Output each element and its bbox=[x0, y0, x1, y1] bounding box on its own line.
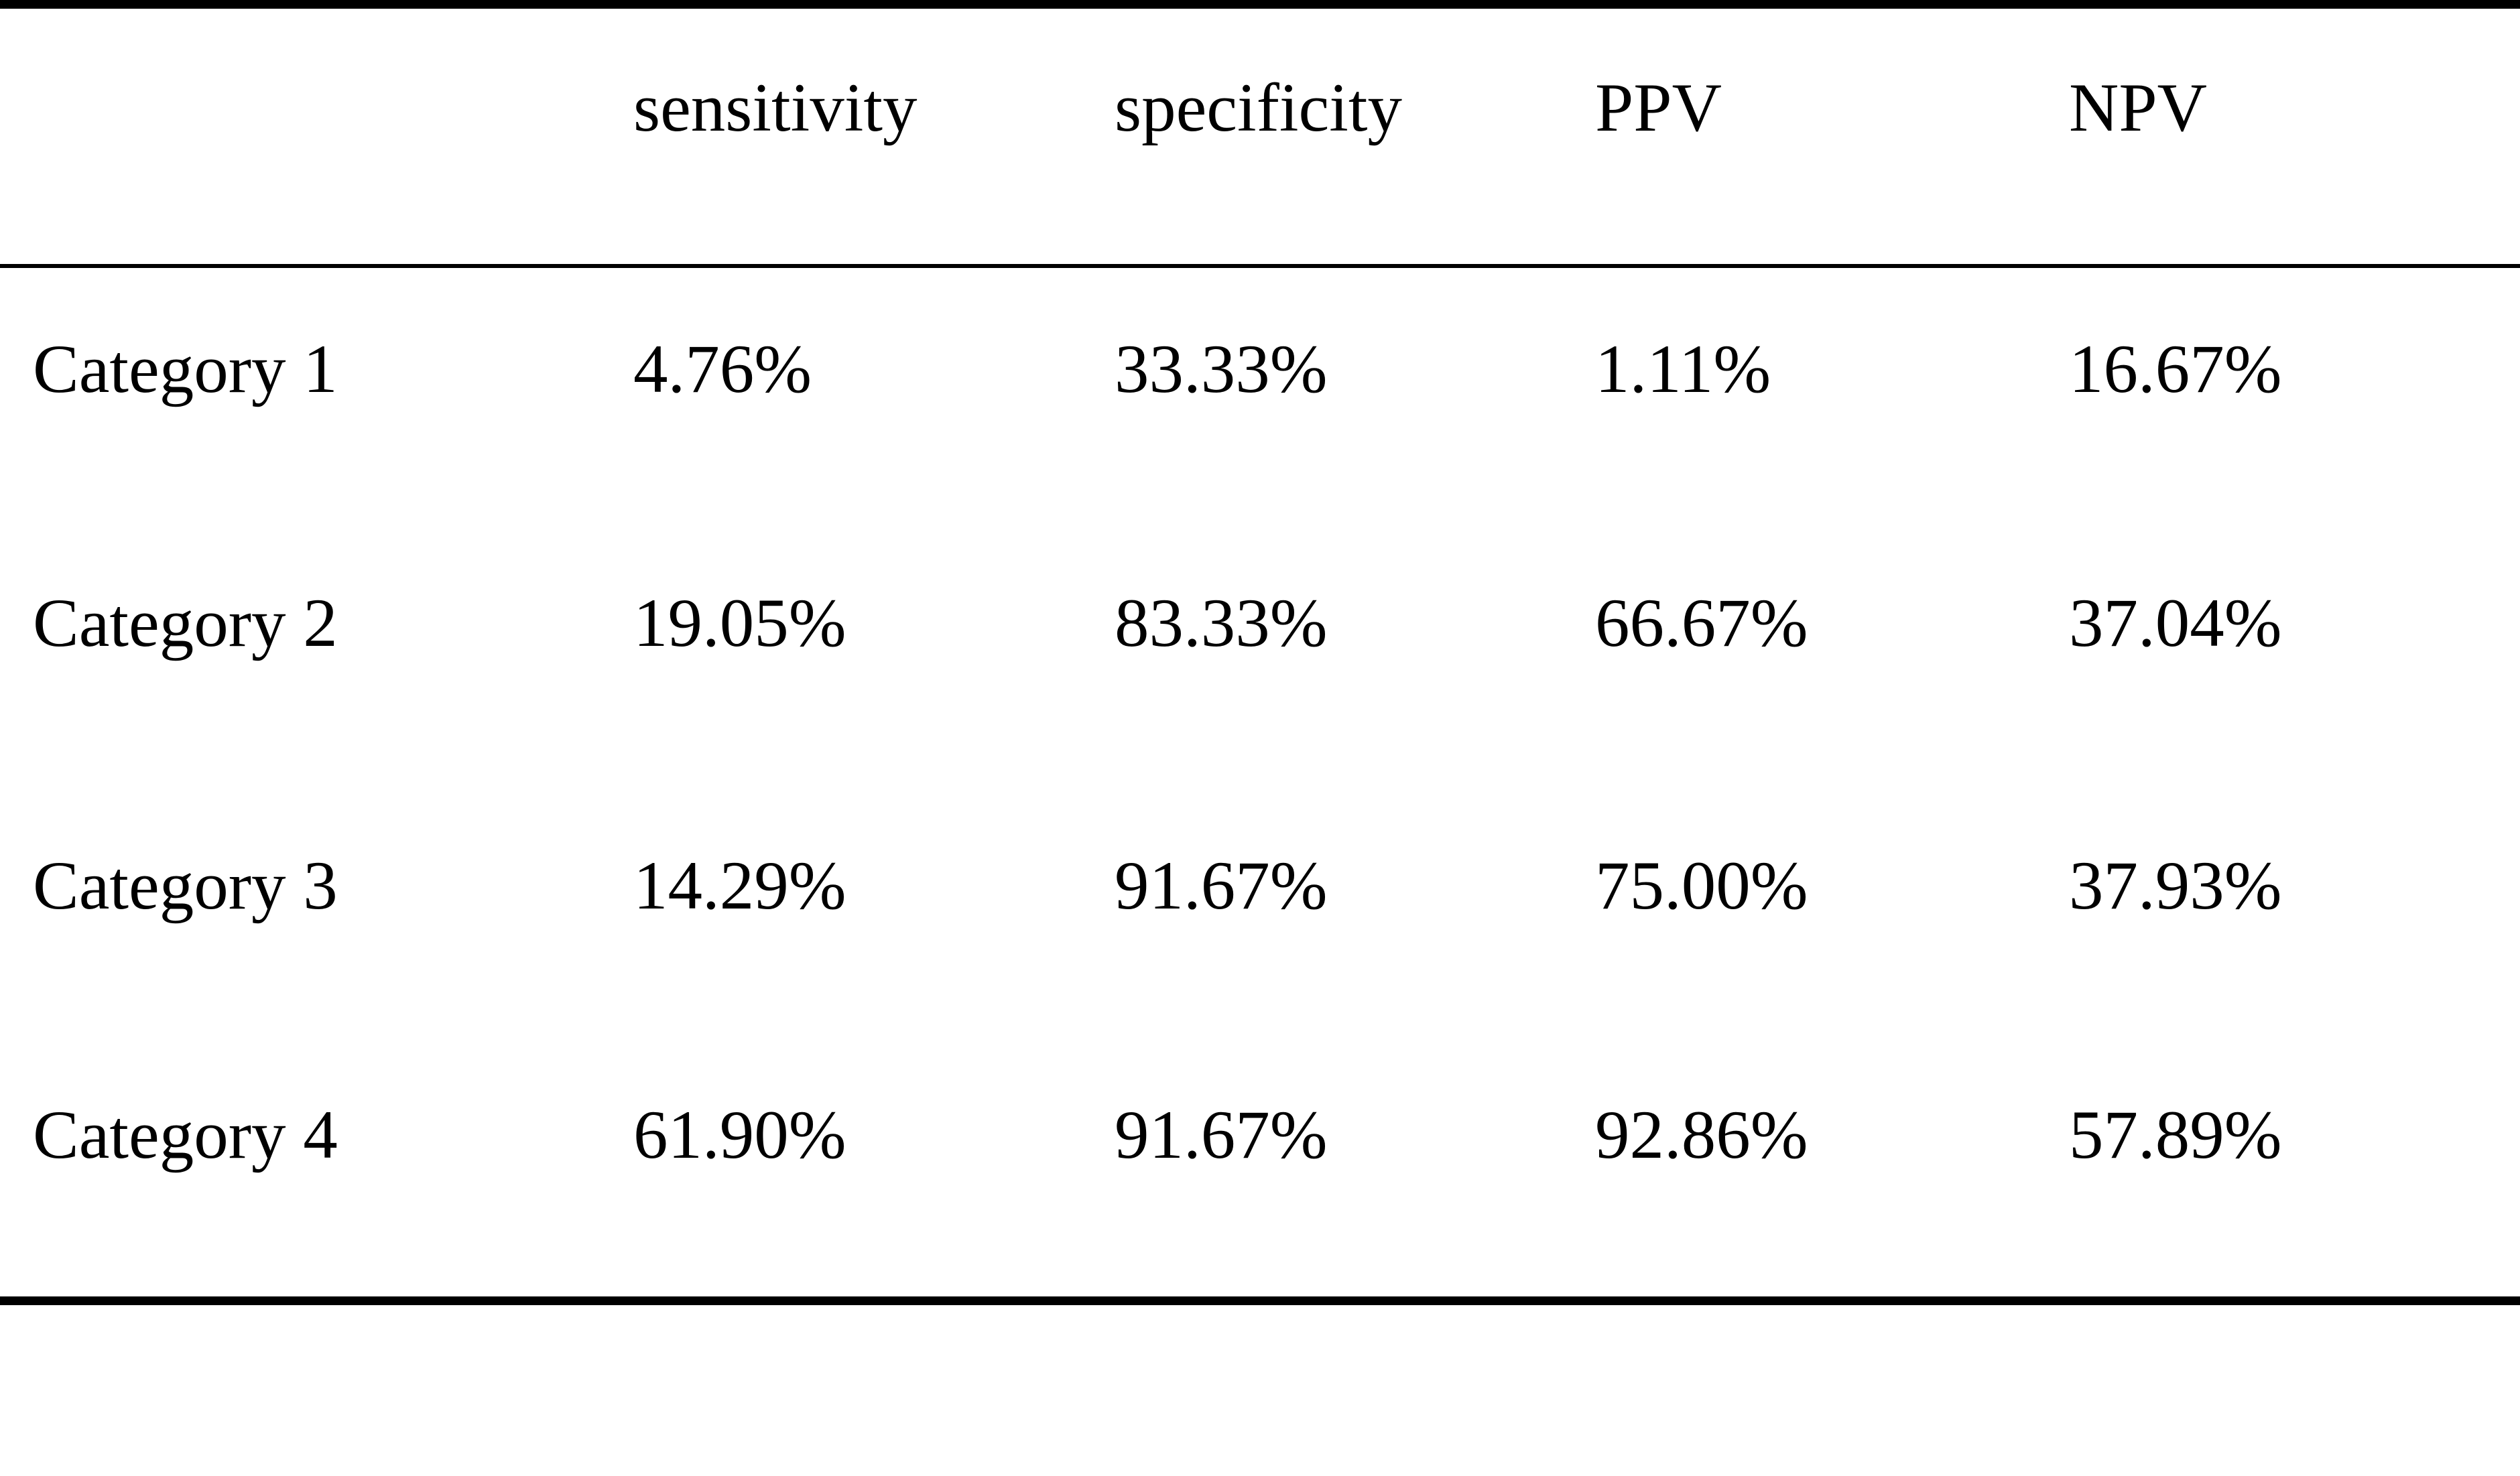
specificity-cell: 33.33% bbox=[1115, 331, 1328, 407]
table-row: Category 2 19.05% 83.33% 66.67% 37.04% bbox=[0, 582, 2520, 676]
bottom-rule bbox=[0, 1296, 2520, 1305]
top-rule bbox=[0, 0, 2520, 9]
ppv-cell: 92.86% bbox=[1595, 1097, 1808, 1173]
npv-cell: 16.67% bbox=[2069, 331, 2282, 407]
table-header-row: sensitivity specificity PPV NPV bbox=[0, 67, 2520, 161]
row-label: Category 2 bbox=[33, 585, 338, 661]
specificity-cell: 91.67% bbox=[1115, 848, 1328, 924]
table-row: Category 3 14.29% 91.67% 75.00% 37.93% bbox=[0, 845, 2520, 939]
header-cell-specificity: specificity bbox=[1115, 70, 1402, 146]
specificity-cell: 91.67% bbox=[1115, 1097, 1328, 1173]
header-cell-ppv: PPV bbox=[1595, 70, 1722, 146]
header-rule bbox=[0, 264, 2520, 268]
npv-cell: 57.89% bbox=[2069, 1097, 2282, 1173]
header-cell-sensitivity: sensitivity bbox=[633, 70, 918, 146]
table-row: Category 4 61.90% 91.67% 92.86% 57.89% bbox=[0, 1094, 2520, 1188]
row-label: Category 1 bbox=[33, 331, 338, 407]
sensitivity-cell: 61.90% bbox=[633, 1097, 846, 1173]
table-row: Category 1 4.76% 33.33% 1.11% 16.67% bbox=[0, 328, 2520, 422]
npv-cell: 37.04% bbox=[2069, 585, 2282, 661]
header-cell-npv: NPV bbox=[2069, 70, 2208, 146]
sensitivity-cell: 4.76% bbox=[633, 331, 812, 407]
ppv-cell: 75.00% bbox=[1595, 848, 1808, 924]
row-label: Category 3 bbox=[33, 848, 338, 924]
npv-cell: 37.93% bbox=[2069, 848, 2282, 924]
ppv-cell: 66.67% bbox=[1595, 585, 1808, 661]
specificity-cell: 83.33% bbox=[1115, 585, 1328, 661]
row-label: Category 4 bbox=[33, 1097, 338, 1173]
sensitivity-cell: 14.29% bbox=[633, 848, 846, 924]
ppv-cell: 1.11% bbox=[1595, 331, 1771, 407]
sensitivity-cell: 19.05% bbox=[633, 585, 846, 661]
